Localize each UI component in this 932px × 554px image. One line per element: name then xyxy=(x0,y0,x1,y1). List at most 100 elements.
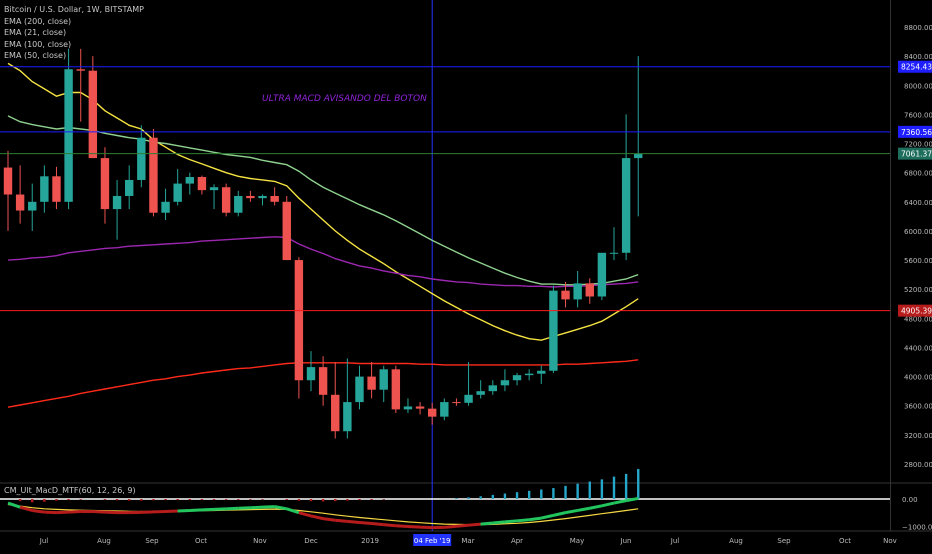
candle-body xyxy=(331,395,339,431)
price-tick-label: 7600.00 xyxy=(904,111,932,119)
crosshair-time-label: 04 Feb '19 xyxy=(414,537,451,545)
time-tick-label: Sep xyxy=(777,537,791,545)
macd-histogram-bar xyxy=(31,499,33,502)
macd-histogram-bar xyxy=(249,499,251,500)
macd-line-segment xyxy=(93,512,105,513)
candle-body xyxy=(77,69,85,70)
macd-tick-label: −1000.00 xyxy=(902,523,932,531)
macd-histogram-bar xyxy=(370,499,372,500)
candle-body xyxy=(64,69,72,202)
candle-body xyxy=(16,195,24,211)
candle-body xyxy=(343,402,351,431)
macd-histogram-bar xyxy=(492,495,494,499)
macd-histogram-bar xyxy=(104,499,106,500)
macd-histogram-bar xyxy=(298,499,300,501)
symbol-title[interactable]: Bitcoin / U.S. Dollar, 1W, BITSTAMP xyxy=(4,4,144,16)
indicator-ema21[interactable]: EMA (21, close) xyxy=(4,27,144,39)
candle-body xyxy=(561,291,569,300)
candle-body xyxy=(186,177,194,184)
time-tick-label: Jul xyxy=(39,537,49,545)
macd-histogram-bar xyxy=(516,492,518,499)
price-tick-label: 3200.00 xyxy=(904,432,932,440)
macd-histogram-bar xyxy=(140,499,142,501)
candle-body xyxy=(161,202,169,213)
macd-histogram-bar xyxy=(225,499,227,500)
macd-tick-label: 0.00 xyxy=(902,496,918,504)
price-label-text: 7061.37 xyxy=(901,150,932,159)
macd-histogram-bar xyxy=(67,499,69,500)
price-label-text: 8254.43 xyxy=(901,63,932,72)
candle-body xyxy=(89,71,97,158)
price-tick-label: 3600.00 xyxy=(904,403,932,411)
candle-body xyxy=(101,158,109,209)
chart-annotation: ULTRA MACD AVISANDO DEL BOTON xyxy=(262,94,427,104)
macd-line-segment xyxy=(69,512,81,513)
macd-line-segment xyxy=(396,526,408,527)
macd-histogram-bar xyxy=(504,494,506,499)
indicator-ema50[interactable]: EMA (50, close) xyxy=(4,50,144,62)
price-tick-label: 4400.00 xyxy=(904,344,932,352)
candle-body xyxy=(622,158,630,253)
candle-body xyxy=(598,253,606,297)
indicator-ema100[interactable]: EMA (100, close) xyxy=(4,39,144,51)
macd-line-segment xyxy=(456,525,468,526)
time-tick-label: Apr xyxy=(511,537,523,545)
macd-indicator-title[interactable]: CM_Ult_MacD_MTF(60, 12, 26, 9) xyxy=(4,486,136,495)
macd-histogram-bar xyxy=(201,499,203,500)
macd-histogram-bar xyxy=(358,499,360,500)
price-tick-label: 8000.00 xyxy=(904,82,932,90)
candle-body xyxy=(525,374,533,375)
macd-line-segment xyxy=(529,518,541,520)
macd-histogram-bar xyxy=(310,499,312,501)
macd-line-segment xyxy=(420,527,432,528)
candle-body xyxy=(367,377,375,390)
macd-line-segment xyxy=(481,523,493,524)
price-tick-label: 8400.00 xyxy=(904,53,932,61)
candle-body xyxy=(428,409,436,417)
macd-histogram-bar xyxy=(152,499,154,500)
candle-body xyxy=(307,367,315,380)
time-tick-label: Dec xyxy=(304,537,318,545)
candle-body xyxy=(222,187,230,212)
macd-line-segment xyxy=(372,524,384,525)
candle-body xyxy=(246,196,254,198)
candle-body xyxy=(234,196,242,213)
macd-line-segment xyxy=(178,510,190,511)
macd-line-segment xyxy=(263,507,275,508)
macd-histogram-bar xyxy=(128,499,130,501)
macd-line-segment xyxy=(166,511,178,512)
macd-line-segment xyxy=(384,525,396,526)
macd-histogram-bar xyxy=(346,499,348,501)
macd-histogram-bar xyxy=(116,499,118,500)
macd-histogram-bar xyxy=(479,496,481,499)
indicator-ema200[interactable]: EMA (200, close) xyxy=(4,16,144,28)
macd-line-segment xyxy=(493,522,505,523)
candle-body xyxy=(610,253,618,254)
candle-body xyxy=(573,283,581,299)
macd-line-segment xyxy=(226,508,238,509)
candle-body xyxy=(283,202,291,260)
candle-body xyxy=(440,402,448,417)
macd-histogram-bar xyxy=(213,499,215,500)
candle-body xyxy=(319,367,327,395)
macd-line-segment xyxy=(517,520,529,521)
macd-line-segment xyxy=(359,522,371,523)
macd-histogram-bar xyxy=(637,469,639,499)
candle-body xyxy=(295,260,303,380)
macd-line-segment xyxy=(56,512,68,513)
macd-histogram-bar xyxy=(261,499,263,500)
candle-body xyxy=(501,380,509,385)
macd-histogram-bar xyxy=(576,484,578,499)
macd-histogram-bar xyxy=(467,497,469,499)
candle-body xyxy=(537,371,545,374)
macd-line-segment xyxy=(190,510,202,511)
candle-body xyxy=(149,138,157,213)
time-tick-label: Aug xyxy=(97,537,111,545)
time-tick-label: Oct xyxy=(839,537,851,545)
price-tick-label: 5600.00 xyxy=(904,257,932,265)
macd-line-segment xyxy=(202,509,214,510)
candle-body xyxy=(476,391,484,395)
macd-histogram-bar xyxy=(552,488,554,499)
